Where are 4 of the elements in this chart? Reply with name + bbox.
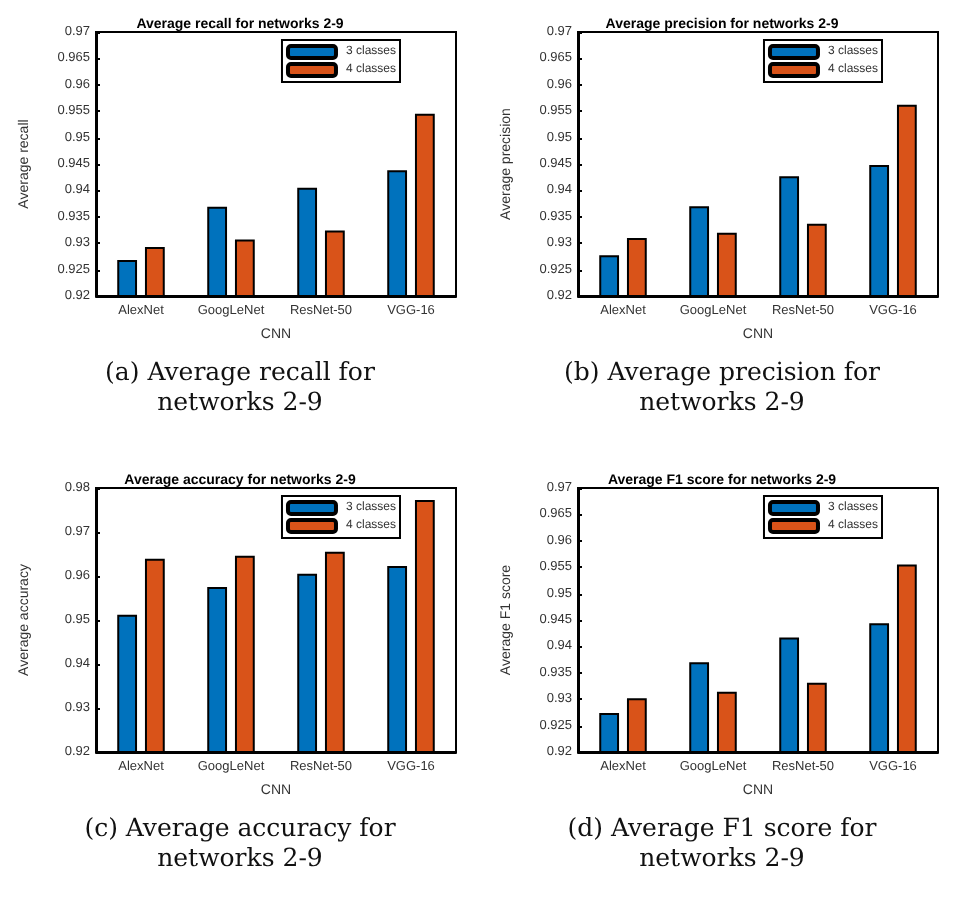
text: (c) Average accuracy for networks 2-9 — [82, 812, 398, 872]
text: (a) Average recall for networks 2-9 — [103, 356, 377, 416]
text: (b) Average precision for networks 2-9 — [562, 356, 882, 416]
text: (d) Average F1 score for networks 2-9 — [565, 812, 879, 872]
